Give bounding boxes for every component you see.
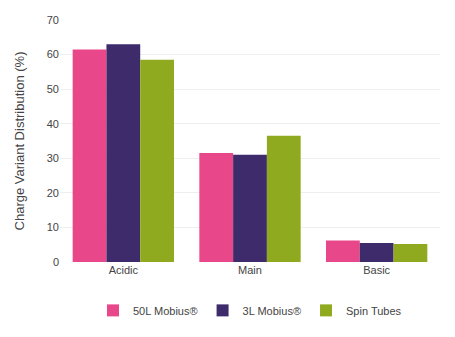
svg-text:Main: Main <box>238 264 262 276</box>
svg-text:60: 60 <box>47 48 59 60</box>
svg-text:Spin Tubes: Spin Tubes <box>346 305 402 317</box>
svg-text:40: 40 <box>47 118 59 130</box>
svg-text:20: 20 <box>47 187 59 199</box>
svg-text:3L Mobius®: 3L Mobius® <box>243 305 301 317</box>
svg-text:Basic: Basic <box>363 264 390 276</box>
svg-text:30: 30 <box>47 152 59 164</box>
svg-text:50: 50 <box>47 83 59 95</box>
svg-text:0: 0 <box>53 256 59 268</box>
svg-text:70: 70 <box>47 14 59 26</box>
svg-text:Acidic: Acidic <box>109 264 139 276</box>
svg-text:10: 10 <box>47 221 59 233</box>
svg-text:Charge Variant Distribution (%: Charge Variant Distribution (%) <box>12 52 27 231</box>
svg-text:50L Mobius®: 50L Mobius® <box>133 305 198 317</box>
